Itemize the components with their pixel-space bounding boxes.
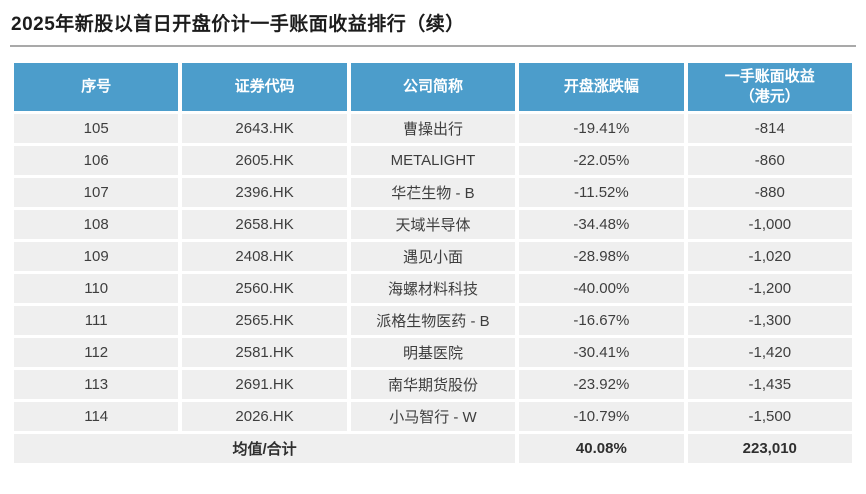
column-header-code: 证券代码 — [182, 63, 347, 111]
table-row: 114 2026.HK 小马智行 - W -10.79% -1,500 — [14, 402, 852, 431]
code-cell: 2691.HK — [182, 370, 347, 399]
summary-gain-cell: 223,010 — [687, 434, 852, 463]
rank-cell: 111 — [14, 306, 179, 335]
page-title: 2025年新股以首日开盘价计一手账面收益排行（续） — [11, 14, 465, 35]
rank-cell: 106 — [14, 146, 179, 175]
company-cell: METALIGHT — [350, 146, 516, 175]
summary-row: 均值/合计 40.08% 223,010 — [14, 434, 852, 463]
company-cell: 派格生物医药 - B — [350, 306, 516, 335]
table-header: 序号 证券代码 公司简称 开盘涨跌幅 一手账面收益 （港元） — [14, 63, 852, 111]
code-cell: 2581.HK — [182, 338, 347, 367]
rank-cell: 110 — [14, 274, 179, 303]
company-cell: 南华期货股份 — [350, 370, 516, 399]
rank-cell: 105 — [14, 114, 179, 143]
company-cell: 华芢生物 - B — [350, 178, 516, 207]
code-cell: 2026.HK — [182, 402, 347, 431]
change-cell: -28.98% — [519, 242, 684, 271]
column-header-gain-line1: 一手账面收益 — [724, 67, 815, 85]
change-cell: -19.41% — [519, 114, 684, 143]
summary-label-cell: 均值/合计 — [14, 434, 516, 463]
rank-cell: 112 — [14, 338, 179, 367]
code-cell: 2396.HK — [182, 178, 347, 207]
change-cell: -40.00% — [519, 274, 684, 303]
rank-cell: 109 — [14, 242, 179, 271]
table-row: 106 2605.HK METALIGHT -22.05% -860 — [14, 146, 852, 175]
table-row: 111 2565.HK 派格生物医药 - B -16.67% -1,300 — [14, 306, 852, 335]
rank-cell: 113 — [14, 370, 179, 399]
column-header-company: 公司简称 — [350, 63, 516, 111]
change-cell: -16.67% — [519, 306, 684, 335]
company-cell: 天域半导体 — [350, 210, 516, 239]
change-cell: -22.05% — [519, 146, 684, 175]
column-header-gain: 一手账面收益 （港元） — [687, 63, 852, 111]
title-divider — [10, 45, 856, 47]
gain-cell: -1,300 — [687, 306, 852, 335]
company-cell: 海螺材料科技 — [350, 274, 516, 303]
gain-cell: -1,420 — [687, 338, 852, 367]
table-row: 110 2560.HK 海螺材料科技 -40.00% -1,200 — [14, 274, 852, 303]
ipo-gain-ranking-table: 序号 证券代码 公司简称 开盘涨跌幅 一手账面收益 （港元） 105 2643.… — [10, 60, 856, 466]
company-cell: 明基医院 — [350, 338, 516, 367]
rank-cell: 108 — [14, 210, 179, 239]
table-row: 113 2691.HK 南华期货股份 -23.92% -1,435 — [14, 370, 852, 399]
gain-cell: -880 — [687, 178, 852, 207]
code-cell: 2408.HK — [182, 242, 347, 271]
code-cell: 2643.HK — [182, 114, 347, 143]
table-row: 107 2396.HK 华芢生物 - B -11.52% -880 — [14, 178, 852, 207]
rank-cell: 107 — [14, 178, 179, 207]
gain-cell: -1,200 — [687, 274, 852, 303]
gain-cell: -860 — [687, 146, 852, 175]
change-cell: -30.41% — [519, 338, 684, 367]
company-cell: 遇见小面 — [350, 242, 516, 271]
table-row: 109 2408.HK 遇见小面 -28.98% -1,020 — [14, 242, 852, 271]
code-cell: 2560.HK — [182, 274, 347, 303]
gain-cell: -1,500 — [687, 402, 852, 431]
gain-cell: -1,020 — [687, 242, 852, 271]
column-header-rank: 序号 — [14, 63, 179, 111]
change-cell: -34.48% — [519, 210, 684, 239]
table-row: 105 2643.HK 曹操出行 -19.41% -814 — [14, 114, 852, 143]
column-header-change: 开盘涨跌幅 — [519, 63, 684, 111]
change-cell: -11.52% — [519, 178, 684, 207]
header-row: 序号 证券代码 公司简称 开盘涨跌幅 一手账面收益 （港元） — [14, 63, 852, 111]
code-cell: 2658.HK — [182, 210, 347, 239]
code-cell: 2565.HK — [182, 306, 347, 335]
company-cell: 小马智行 - W — [350, 402, 516, 431]
gain-cell: -814 — [687, 114, 852, 143]
change-cell: -10.79% — [519, 402, 684, 431]
column-header-gain-line2: （港元） — [739, 88, 800, 105]
table-body: 105 2643.HK 曹操出行 -19.41% -814 106 2605.H… — [14, 114, 852, 463]
table-row: 108 2658.HK 天域半导体 -34.48% -1,000 — [14, 210, 852, 239]
change-cell: -23.92% — [519, 370, 684, 399]
code-cell: 2605.HK — [182, 146, 347, 175]
summary-change-cell: 40.08% — [519, 434, 684, 463]
rank-cell: 114 — [14, 402, 179, 431]
table-row: 112 2581.HK 明基医院 -30.41% -1,420 — [14, 338, 852, 367]
company-cell: 曹操出行 — [350, 114, 516, 143]
gain-cell: -1,000 — [687, 210, 852, 239]
gain-cell: -1,435 — [687, 370, 852, 399]
